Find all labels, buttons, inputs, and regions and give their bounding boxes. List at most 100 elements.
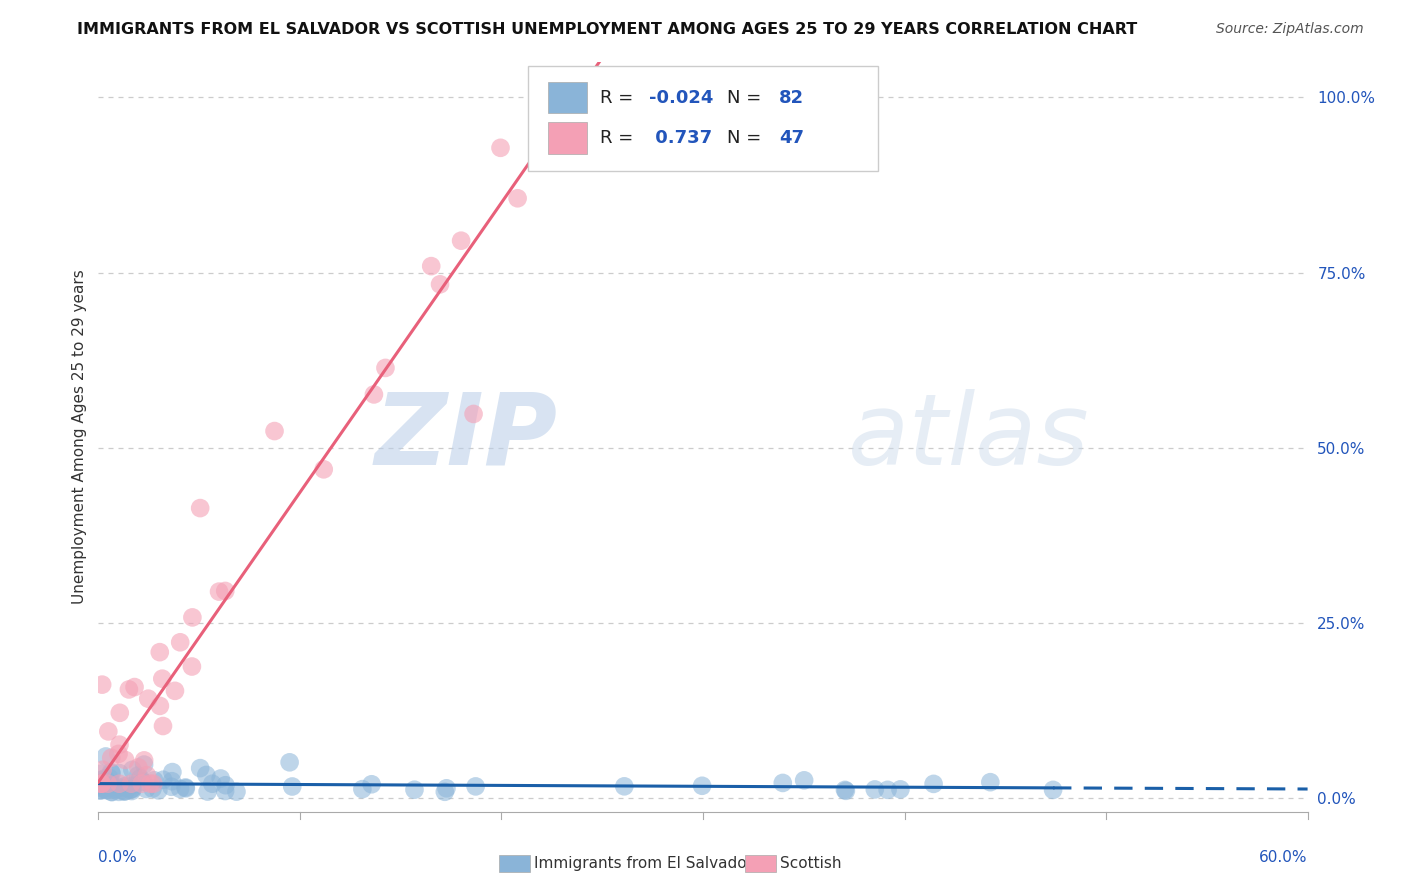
Point <box>120 777 142 791</box>
FancyBboxPatch shape <box>527 66 879 171</box>
Point <box>93 779 115 793</box>
Point <box>110 780 132 795</box>
Text: 0.737: 0.737 <box>648 129 711 147</box>
Point <box>278 756 301 770</box>
Point <box>169 781 191 796</box>
Point <box>922 777 945 791</box>
Point <box>404 782 426 797</box>
Point <box>91 678 114 692</box>
Point <box>188 761 211 775</box>
Point <box>834 783 856 797</box>
Point <box>201 777 224 791</box>
Point <box>225 785 247 799</box>
Point <box>96 783 118 797</box>
Point <box>148 783 170 797</box>
Point <box>160 774 183 789</box>
Point <box>129 772 152 786</box>
Point <box>136 691 159 706</box>
Point <box>160 780 183 794</box>
Point <box>214 583 236 598</box>
Point <box>152 719 174 733</box>
Text: IMMIGRANTS FROM EL SALVADOR VS SCOTTISH UNEMPLOYMENT AMONG AGES 25 TO 29 YEARS C: IMMIGRANTS FROM EL SALVADOR VS SCOTTISH … <box>77 22 1137 37</box>
Point <box>506 191 529 205</box>
Point <box>118 682 141 697</box>
Point <box>352 782 374 797</box>
Point <box>181 610 204 624</box>
Point <box>97 724 120 739</box>
Point <box>135 782 157 797</box>
Point <box>1042 783 1064 797</box>
Point <box>429 277 451 292</box>
Text: atlas: atlas <box>848 389 1090 485</box>
Text: Scottish: Scottish <box>780 856 842 871</box>
Point <box>100 776 122 790</box>
Point <box>121 784 143 798</box>
Text: ZIP: ZIP <box>375 389 558 485</box>
Point <box>93 774 115 789</box>
Point <box>534 133 557 147</box>
Y-axis label: Unemployment Among Ages 25 to 29 years: Unemployment Among Ages 25 to 29 years <box>72 269 87 605</box>
Point <box>107 747 129 761</box>
Point <box>312 462 335 476</box>
Point <box>132 774 155 789</box>
Point <box>142 777 165 791</box>
Point <box>114 784 136 798</box>
Point <box>141 781 163 796</box>
Point <box>793 773 815 788</box>
Point <box>121 763 143 777</box>
Point <box>127 760 149 774</box>
Point <box>91 781 114 796</box>
Point <box>163 683 186 698</box>
Point <box>108 766 131 780</box>
Text: 60.0%: 60.0% <box>1260 850 1308 865</box>
Point <box>174 780 197 795</box>
Point <box>100 765 122 780</box>
Point <box>263 424 285 438</box>
Point <box>433 785 456 799</box>
Point <box>108 785 131 799</box>
Point <box>121 781 143 796</box>
Point <box>114 753 136 767</box>
Point <box>214 784 236 798</box>
Point <box>100 751 122 765</box>
Point <box>374 360 396 375</box>
Point <box>124 680 146 694</box>
Point <box>104 781 127 796</box>
Point <box>108 738 131 752</box>
Point <box>127 768 149 782</box>
Text: 82: 82 <box>779 88 804 107</box>
Point <box>121 781 143 796</box>
Point <box>188 501 211 516</box>
Point <box>132 757 155 772</box>
Point <box>101 785 124 799</box>
Point <box>363 387 385 401</box>
Point <box>150 672 173 686</box>
Point <box>93 776 115 790</box>
Point <box>571 90 593 104</box>
Point <box>108 706 131 720</box>
Text: Immigrants from El Salvador: Immigrants from El Salvador <box>534 856 754 871</box>
Point <box>863 782 886 797</box>
Point <box>89 783 111 797</box>
Point <box>208 584 231 599</box>
Point <box>94 771 117 785</box>
Point <box>114 784 136 798</box>
Text: N =: N = <box>727 88 768 107</box>
Point <box>979 775 1001 789</box>
Text: -0.024: -0.024 <box>648 88 713 107</box>
Point <box>534 90 557 104</box>
Point <box>115 780 138 795</box>
Point <box>214 778 236 792</box>
Point <box>96 780 118 794</box>
Point <box>197 784 219 798</box>
Point <box>100 785 122 799</box>
Point <box>420 259 443 273</box>
Point <box>463 407 485 421</box>
Point <box>152 772 174 787</box>
Point <box>94 749 117 764</box>
Point <box>360 777 382 791</box>
Point <box>149 645 172 659</box>
Point <box>436 781 458 796</box>
Point <box>209 772 232 786</box>
Text: N =: N = <box>727 129 768 147</box>
